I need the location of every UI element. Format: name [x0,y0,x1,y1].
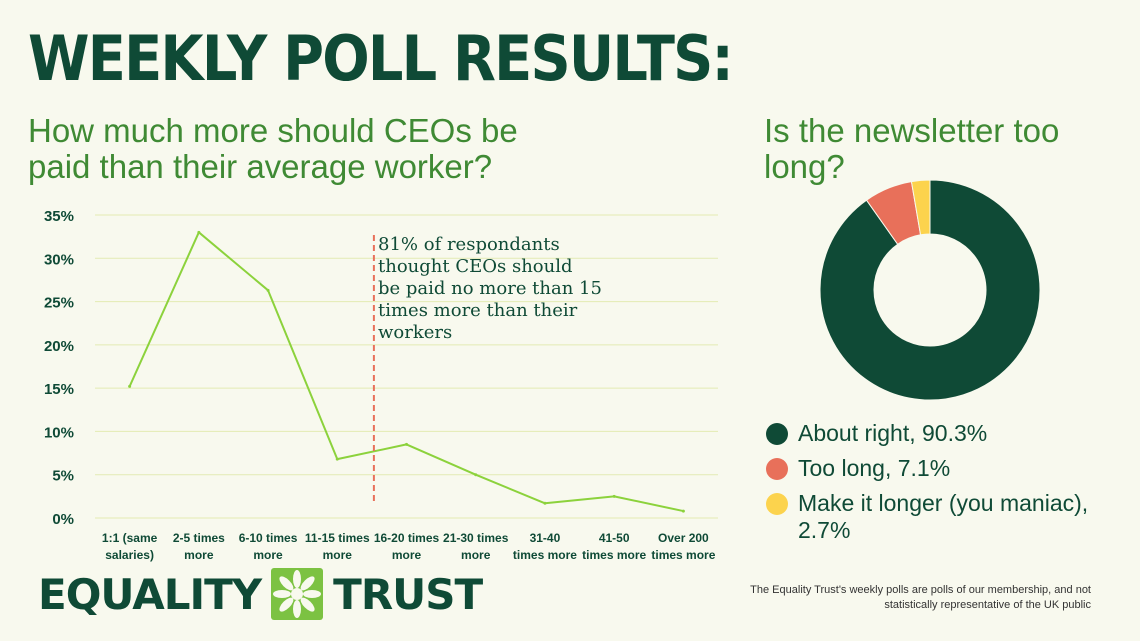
x-tick-label: 21-30 times more [443,531,509,562]
x-tick-label-line: times more [651,548,715,562]
data-point [197,230,201,234]
x-tick-label: 11-15 times more [305,531,370,562]
legend-swatch [766,423,788,445]
y-tick-label: 25% [44,295,74,312]
x-tick-label-line: Over 200 [658,531,709,545]
x-tick-label-line: more [253,548,283,562]
line-chart-question: How much more should CEOs be paid than t… [28,112,518,185]
x-tick-label: 31-40 times more [513,531,577,562]
data-point [681,509,685,513]
x-tick-label-line: times more [513,548,577,562]
x-tick-label-line: times more [582,548,646,562]
x-tick-label-line: 21-30 times [443,531,509,545]
legend-item: About right, 90.3% [766,420,1116,447]
logo-mark-icon [271,568,324,620]
x-tick-label: 41-50 times more [582,531,646,562]
x-tick-label: 1:1 (same salaries) [102,531,158,562]
x-tick-label-line: more [184,548,214,562]
annotation-line: thought CEOs should [378,256,573,277]
x-tick-label-line: 31-40 [530,531,561,545]
y-tick-label: 35% [44,208,74,225]
page-title: WEEKLY POLL RESULTS: [28,22,734,95]
x-tick-label-line: salaries) [105,548,154,562]
annotation-line: times more than their [378,300,578,321]
y-tick-label: 30% [44,251,74,268]
annotation-line: be paid no more than 15 [378,278,602,299]
x-tick-label-line: more [323,548,353,562]
donut-legend: About right, 90.3% Too long, 7.1% Make i… [766,420,1116,552]
donut-slice [820,180,1040,400]
donut-chart-question: Is the newsletter too long? [764,112,1060,185]
legend-label: Too long, 7.1% [798,455,951,481]
x-tick-label-line: 1:1 (same [102,531,158,545]
legend-label: About right, 90.3% [798,420,988,446]
y-tick-label: 0% [52,511,74,528]
y-tick-label: 5% [52,468,74,485]
y-tick-label: 10% [44,424,74,441]
x-tick-label-line: 41-50 [599,531,630,545]
x-tick-label-line: 2-5 times [173,531,225,545]
data-point [128,384,132,388]
annotation-line: 81% of respondants [378,234,560,255]
x-tick-label-line: more [392,548,422,562]
legend-swatch [766,493,788,515]
x-tick-label-line: 11-15 times [305,531,370,545]
data-point [266,288,270,292]
legend-item: Make it longer (you maniac), 2.7% [766,490,1116,544]
x-tick-label-line: 6-10 times [239,531,298,545]
x-tick-label: 6-10 times more [239,531,298,562]
data-point [543,501,547,505]
line-chart: 0% 5% 10% 15% 20% 25% 30% 35% 1:1 (same salaries)… [44,208,718,562]
donut-chart [820,180,1040,400]
x-tick-label-line: 16-20 times [374,531,440,545]
x-tick-label: 16-20 times more [374,531,440,562]
y-tick-label: 15% [44,381,74,398]
data-point [474,473,478,477]
y-tick-label: 20% [44,338,74,355]
donut-slice [910,180,931,236]
chart-annotation: 81% of respondants thought CEOs should be … [378,234,602,343]
data-point [612,494,616,498]
legend-label: Make it longer (you maniac), 2.7% [798,490,1089,543]
data-point [405,442,408,446]
logo-word-equality: EQUALITY [38,569,262,619]
legend-swatch [766,458,788,480]
data-point [335,457,339,461]
legend-item: Too long, 7.1% [766,455,1116,482]
equality-trust-logo: EQUALITY TRUST [38,568,483,620]
x-tick-label: Over 200 times more [651,531,715,562]
logo-word-trust: TRUST [333,569,483,619]
x-tick-label: 2-5 times more [173,531,225,562]
annotation-line: workers [378,322,452,343]
x-tick-label-line: more [461,548,491,562]
footnote: The Equality Trust's weekly polls are po… [750,584,1091,611]
